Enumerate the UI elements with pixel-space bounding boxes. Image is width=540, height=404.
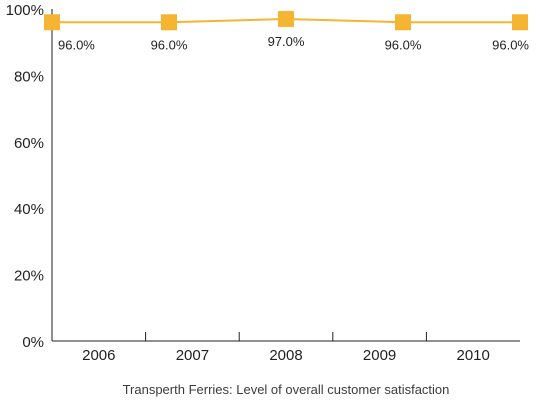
y-tick-label: 40%	[14, 201, 44, 218]
y-tick-label: 0%	[22, 334, 44, 351]
data-label: 96.0%	[492, 37, 529, 52]
data-label: 96.0%	[151, 37, 188, 52]
data-point-marker	[44, 14, 60, 31]
data-point-marker	[278, 10, 294, 27]
data-point-marker	[395, 14, 411, 31]
chart-title: Transperth Ferries: Level of overall cus…	[123, 382, 450, 397]
axes	[51, 9, 520, 342]
y-tick-label: 20%	[14, 268, 44, 285]
y-axis-tick-labels: 0% 20% 40% 60% 80% 100%	[6, 2, 44, 351]
y-tick-label: 60%	[14, 135, 44, 152]
y-tick-label: 80%	[14, 68, 44, 85]
x-tick-label: 2008	[269, 347, 302, 364]
data-label: 96.0%	[385, 37, 422, 52]
data-labels: 96.0% 96.0% 97.0% 96.0% 96.0%	[58, 34, 529, 52]
series-markers	[44, 10, 528, 31]
x-tick-label: 2009	[363, 347, 396, 364]
y-tick-label: 100%	[6, 2, 44, 19]
data-label: 96.0%	[58, 37, 95, 52]
data-point-marker	[512, 14, 528, 31]
x-axis-tick-labels: 2006 2007 2008 2009 2010	[82, 347, 490, 364]
x-tick-label: 2007	[176, 347, 209, 364]
data-label: 97.0%	[268, 34, 305, 49]
data-point-marker	[161, 14, 177, 31]
x-tick-label: 2010	[457, 347, 490, 364]
x-tick-label: 2006	[82, 347, 115, 364]
